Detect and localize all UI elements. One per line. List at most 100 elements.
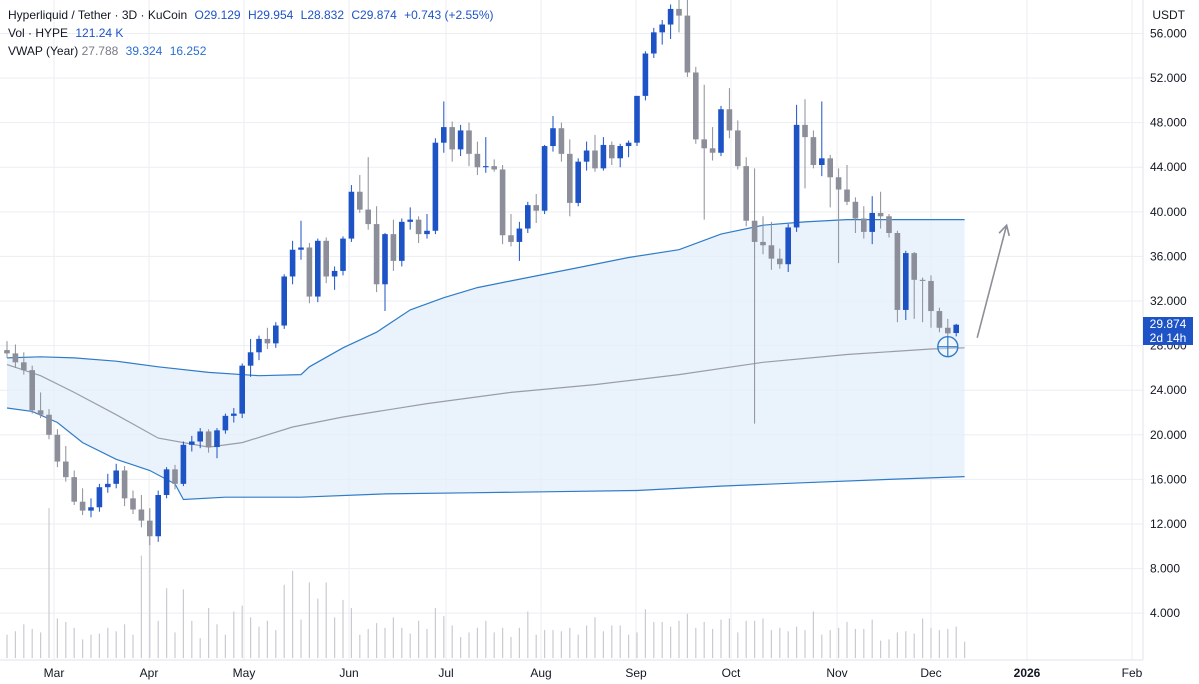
volume-bar bbox=[955, 626, 957, 658]
candle bbox=[163, 467, 170, 499]
volume-bar bbox=[124, 624, 126, 658]
candle bbox=[239, 363, 245, 419]
legend-vwap-value-1: 27.788 bbox=[81, 44, 119, 58]
candle-body bbox=[37, 410, 44, 415]
chart-legend: Hyperliquid / Tether · 3D · KuCoin O29.1… bbox=[8, 6, 494, 60]
candle-body bbox=[676, 8, 682, 16]
volume-bar bbox=[745, 620, 747, 658]
candle bbox=[583, 141, 590, 171]
volume-bar bbox=[157, 620, 159, 658]
time-tick-label: Sep bbox=[625, 666, 647, 680]
candle-body bbox=[827, 158, 833, 178]
candle bbox=[21, 352, 27, 375]
trend-arrow-head[interactable] bbox=[998, 223, 1011, 237]
candle bbox=[63, 445, 69, 482]
candle-body bbox=[693, 72, 699, 140]
last-price-tag: 29.874 2d 14h bbox=[1143, 316, 1193, 345]
candle-body bbox=[516, 228, 523, 242]
candle-body bbox=[432, 142, 439, 231]
time-tick-label: Aug bbox=[530, 666, 551, 680]
candle-body bbox=[357, 191, 363, 210]
candle bbox=[264, 327, 271, 349]
volume-bar bbox=[317, 598, 319, 658]
candle-body bbox=[63, 461, 69, 478]
volume-bar bbox=[560, 631, 562, 658]
volume-bar bbox=[653, 621, 655, 658]
candle bbox=[852, 197, 859, 234]
time-tick-label: Jul bbox=[438, 666, 453, 680]
volume-bar bbox=[670, 626, 672, 658]
volume-bar bbox=[838, 627, 840, 658]
time-axis[interactable]: Mar Apr May Jun Jul Aug Sep Oct Nov Dec 2026 Feb bbox=[44, 666, 1143, 680]
volume-bar bbox=[443, 616, 445, 658]
price-tick-label: 16.000 bbox=[1150, 472, 1187, 486]
volume-bar bbox=[796, 626, 798, 658]
legend-symbol[interactable]: Hyperliquid / Tether · 3D · KuCoin bbox=[8, 8, 188, 22]
legend-volume-label[interactable]: Vol · HYPE bbox=[8, 26, 69, 40]
candle-body bbox=[499, 169, 506, 236]
price-axis[interactable]: 4.0008.00012.00016.00020.00024.00028.000… bbox=[1150, 26, 1187, 620]
candle bbox=[508, 214, 514, 247]
candle bbox=[625, 140, 632, 158]
candle bbox=[491, 159, 497, 172]
candle bbox=[819, 101, 825, 177]
candle bbox=[281, 274, 287, 329]
candle bbox=[541, 144, 548, 215]
legend-close: C29.874 bbox=[351, 8, 397, 22]
candle-body bbox=[928, 280, 934, 312]
legend-vwap-value-3: 16.252 bbox=[169, 44, 207, 58]
candle bbox=[533, 193, 539, 223]
candle bbox=[558, 122, 565, 162]
volume-bar bbox=[695, 627, 697, 658]
price-tick-label: 44.000 bbox=[1150, 160, 1187, 174]
candle-body bbox=[945, 327, 951, 334]
volume-bar bbox=[661, 621, 663, 658]
candle bbox=[205, 429, 212, 453]
candle-body bbox=[79, 501, 86, 511]
candle-body bbox=[701, 139, 707, 149]
candle bbox=[499, 165, 506, 245]
volume-bar bbox=[577, 634, 579, 658]
candle-body bbox=[273, 325, 279, 344]
candle bbox=[659, 20, 665, 45]
candle-body bbox=[651, 32, 657, 54]
price-tick-label: 24.000 bbox=[1150, 383, 1187, 397]
candle-body bbox=[575, 161, 581, 203]
legend-open: O29.129 bbox=[194, 8, 241, 22]
candle-body bbox=[911, 253, 917, 280]
candle-body bbox=[844, 189, 850, 202]
volume-bar bbox=[325, 582, 327, 658]
volume-bar bbox=[418, 620, 420, 658]
price-axis-unit[interactable]: USDT bbox=[1152, 8, 1185, 22]
price-tick-label: 48.000 bbox=[1150, 116, 1187, 130]
candle-body bbox=[894, 233, 901, 310]
legend-vwap-label[interactable]: VWAP (Year) bbox=[8, 44, 79, 58]
candle bbox=[785, 224, 791, 273]
candle-body bbox=[886, 216, 892, 234]
candle bbox=[449, 121, 455, 162]
candle-body bbox=[525, 205, 531, 229]
volume-bar bbox=[359, 634, 361, 658]
candle-body bbox=[583, 150, 590, 162]
candle bbox=[71, 470, 77, 506]
candle bbox=[315, 238, 321, 303]
candle-body bbox=[415, 219, 422, 235]
volume-bar bbox=[535, 634, 537, 658]
annotations[interactable] bbox=[937, 223, 1011, 358]
volume-bar bbox=[199, 638, 201, 658]
volume-bar bbox=[728, 618, 730, 658]
candle-body bbox=[382, 234, 388, 285]
candle-body bbox=[684, 15, 691, 73]
candle bbox=[928, 275, 934, 328]
volume-bar bbox=[812, 611, 814, 658]
volume-bar bbox=[628, 634, 630, 658]
candle-body bbox=[600, 144, 607, 169]
candle-body bbox=[541, 146, 548, 211]
volume-bar bbox=[241, 605, 243, 658]
volume-bar bbox=[82, 639, 84, 658]
volume-bar bbox=[426, 628, 428, 658]
candle bbox=[600, 137, 607, 171]
candle-body bbox=[121, 470, 128, 499]
trend-arrow-line[interactable] bbox=[976, 225, 1008, 339]
